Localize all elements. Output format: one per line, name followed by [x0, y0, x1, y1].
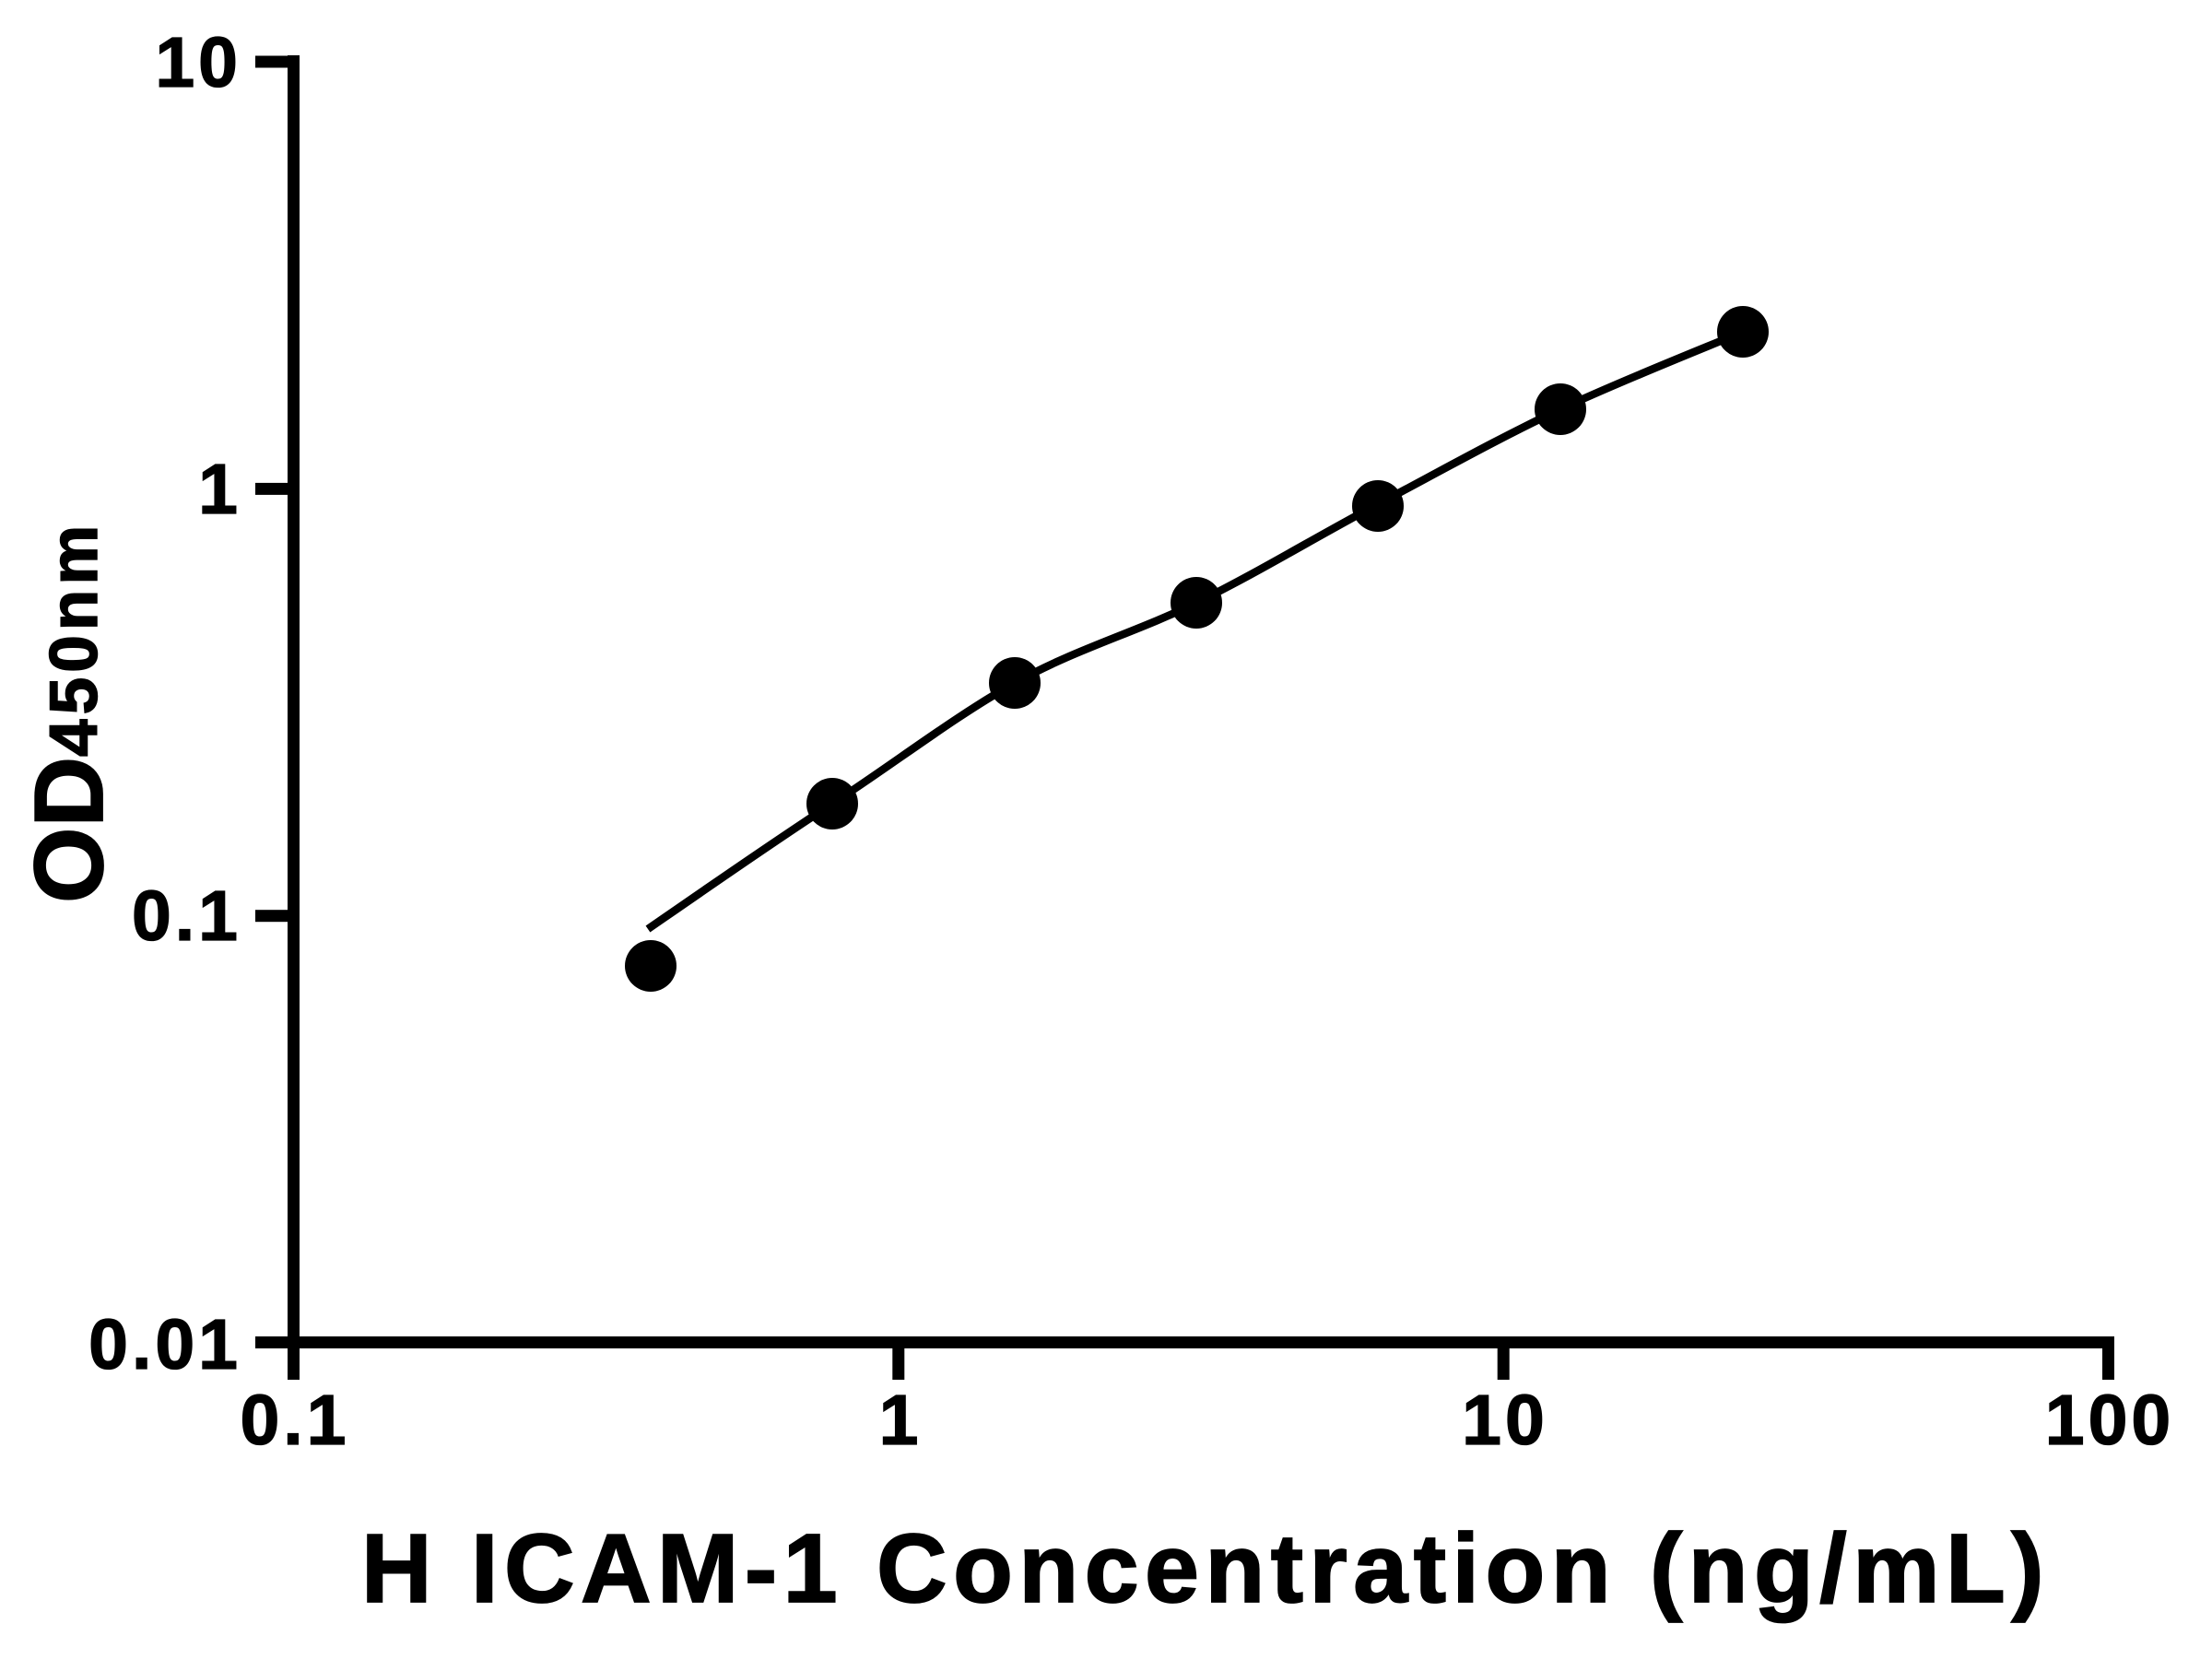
svg-text:0.1: 0.1	[132, 877, 241, 956]
svg-text:OD: OD	[15, 757, 124, 903]
svg-text:0.1: 0.1	[240, 1381, 349, 1460]
svg-text:10: 10	[1462, 1381, 1548, 1460]
svg-text:1: 1	[879, 1381, 923, 1460]
svg-text:450nm: 450nm	[37, 521, 112, 757]
svg-text:10: 10	[155, 23, 241, 102]
svg-text:100: 100	[2045, 1381, 2174, 1460]
svg-text:H ICAM-1 Concentration (ng/mL): H ICAM-1 Concentration (ng/mL)	[361, 1514, 2050, 1623]
svg-text:1: 1	[198, 450, 241, 529]
svg-text:0.01: 0.01	[88, 1305, 241, 1384]
